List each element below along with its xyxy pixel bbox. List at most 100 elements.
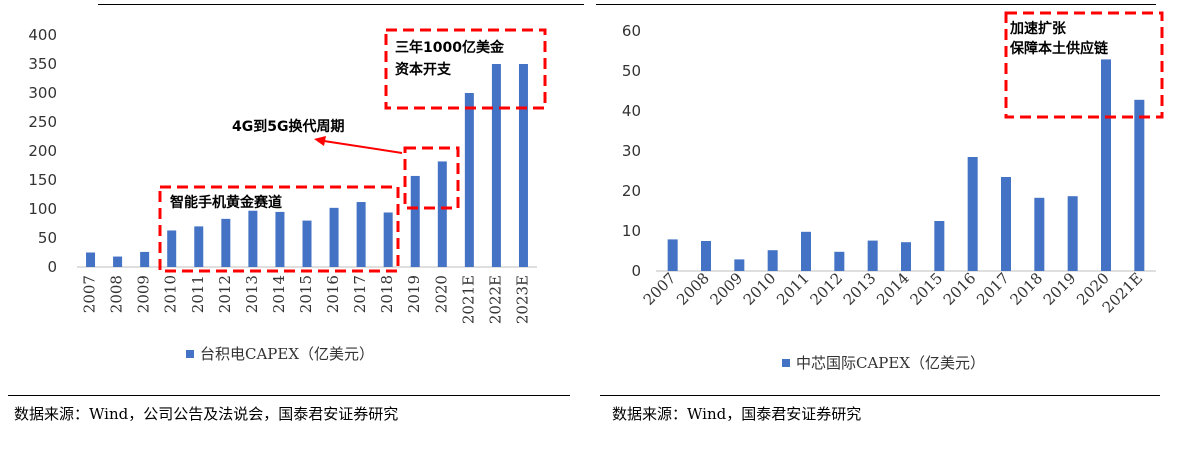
tsmc-capex-panel: 0 50 100 150 200 250 300 350 400 2007 2008 2009 2010…: [0, 0, 588, 464]
bar: [801, 231, 811, 271]
bar: [518, 64, 528, 267]
y-tick-label: 100: [28, 200, 57, 218]
bar: [667, 239, 678, 271]
y-tick-label: 30: [622, 142, 641, 160]
x-tick-label: 2009: [135, 275, 153, 313]
x-tick-label: 2014: [873, 269, 913, 309]
5g-cycle-label: 4G到5G换代周期: [232, 118, 344, 135]
bar: [734, 259, 745, 271]
x-tick-label: 2015: [297, 275, 315, 313]
y-tick-label: 150: [28, 171, 57, 189]
5g-cycle-box: [403, 146, 460, 210]
x-tick-label: 2008: [108, 275, 126, 313]
bar: [1101, 59, 1111, 272]
y-tick-label: 400: [28, 26, 57, 44]
y-tick-label: 20: [622, 182, 641, 200]
bar: [934, 221, 945, 271]
x-tick-label: 2018: [378, 275, 396, 313]
bar: [194, 226, 204, 267]
x-tick-label: 2017: [973, 269, 1013, 309]
x-tick-label: 2020: [432, 275, 450, 313]
bar: [767, 250, 778, 271]
bar: [410, 175, 420, 267]
expansion-label-2: 保障本土供应链: [1009, 40, 1109, 57]
left-source-note: 数据来源：Wind，公司公告及法说会，国泰君安证券研究: [14, 405, 399, 423]
x-tick-label: 2016: [324, 275, 342, 313]
right-top-rule: [596, 4, 1156, 5]
x-tick-label: 2022E: [486, 275, 504, 324]
arrow-line: [323, 140, 403, 154]
x-tick-label: 2014: [270, 275, 288, 313]
bar: [867, 240, 878, 271]
x-tick-label: 2013: [840, 269, 880, 309]
right-source-note: 数据来源：Wind，国泰君安证券研究: [612, 405, 862, 423]
arrow-head: [314, 136, 326, 146]
capex-1000-label-1: 三年1000亿美金: [395, 39, 505, 56]
y-tick-label: 0: [631, 262, 641, 280]
bar: [1034, 197, 1045, 271]
x-tick-label: 2019: [1040, 269, 1080, 309]
bar: [383, 212, 393, 267]
smic-capex-chart: 0102030405060200720082009201020112012201…: [622, 11, 1164, 372]
y-tick-label: 200: [28, 142, 57, 160]
x-tick-label: 2023E: [513, 275, 531, 324]
bar: [86, 252, 96, 267]
x-tick-label: 2010: [740, 269, 780, 309]
y-tick-label: 10: [622, 222, 641, 240]
x-tick-label: 2007: [81, 275, 99, 313]
x-tick-label: 2019: [405, 275, 423, 313]
bar: [1067, 196, 1078, 271]
x-tick-label: 2012: [806, 269, 846, 309]
bar: [437, 161, 447, 267]
x-tick-label: 2015: [906, 269, 946, 309]
y-tick-label: 50: [38, 229, 57, 247]
bar: [167, 230, 177, 267]
bar: [221, 218, 231, 267]
right-bottom-rule: [600, 395, 1160, 396]
bar: [464, 93, 474, 267]
bar: [302, 220, 312, 267]
smartphone-era-box: [158, 185, 400, 273]
bar: [275, 211, 285, 267]
bar: [356, 202, 366, 267]
y-tick-label: 0: [47, 258, 57, 276]
bar: [967, 157, 978, 271]
y-tick-label: 60: [622, 22, 641, 40]
x-tick-label: 2013: [243, 275, 261, 313]
bar: [834, 251, 845, 271]
x-tick-label: 2010: [162, 275, 180, 313]
bar: [329, 207, 339, 267]
bar: [113, 256, 123, 267]
x-tick-label: 2011: [773, 269, 813, 309]
expansion-box: [1004, 11, 1164, 119]
bar: [140, 251, 150, 267]
y-tick-label: 300: [28, 84, 57, 102]
left-top-rule: [98, 4, 584, 5]
bar: [1001, 177, 1011, 271]
tsmc-capex-chart: 0 50 100 150 200 250 300 350 400 2007 2008 2009 2010…: [28, 26, 547, 363]
y-tick-label: 50: [622, 62, 641, 80]
legend-label: 台积电CAPEX（亿美元）: [200, 345, 374, 363]
x-tick-label: 2021E: [459, 275, 477, 324]
bar: [701, 241, 711, 271]
smic-capex-panel: 0 10 20 30 40 50 60 2007 2008 2009 2010 2011 2012 201…: [596, 0, 1202, 464]
left-bottom-rule: [8, 395, 570, 396]
x-tick-label: 2016: [940, 269, 980, 309]
smartphone-era-label: 智能手机黄金赛道: [169, 194, 282, 211]
x-tick-label: 2011: [189, 275, 207, 313]
expansion-label-1: 加速扩张: [1009, 20, 1067, 37]
x-tick-label: 2012: [216, 275, 234, 313]
bar: [248, 210, 258, 267]
x-tick-label: 2008: [673, 269, 713, 309]
x-tick-label: 2007: [640, 269, 680, 309]
bar: [901, 242, 911, 271]
legend-swatch: [782, 359, 790, 367]
legend-swatch: [186, 350, 194, 358]
x-tick-label: 2017: [351, 275, 369, 313]
legend-label: 中芯国际CAPEX（亿美元）: [796, 354, 985, 372]
y-tick-label: 40: [622, 102, 641, 120]
capex-1000-box: [384, 28, 547, 110]
capex-1000-label-2: 资本开支: [395, 61, 452, 78]
y-tick-label: 250: [28, 113, 57, 131]
bar: [491, 64, 501, 267]
